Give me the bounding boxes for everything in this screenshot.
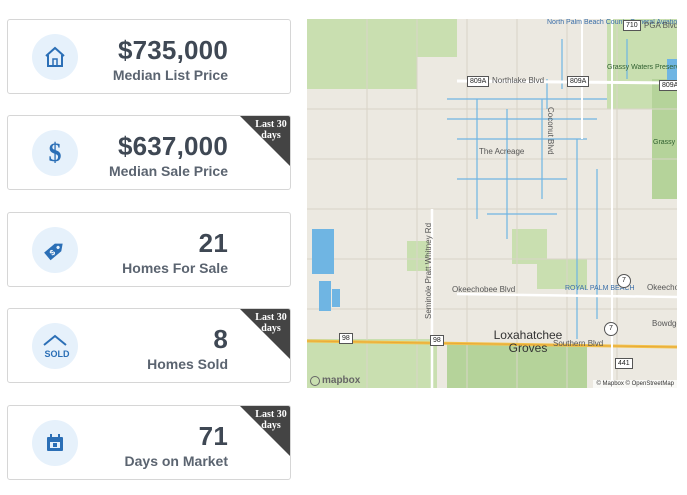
stat-card-homes-sold: SOLD 8 Homes Sold Last 30 days <box>7 308 291 383</box>
mapbox-icon <box>310 375 320 386</box>
route-809a-shield: 809A <box>467 76 490 87</box>
stat-card-median-sale-price: $ $637,000 Median Sale Price Last 30 day… <box>7 115 291 190</box>
map-label-grassy-right: Grassy <box>653 139 676 146</box>
homes-sold-value: 8 <box>213 324 228 354</box>
area-map[interactable]: North Palm Beach County General Aviation… <box>307 19 677 388</box>
map-label-southern: Southern Blvd <box>553 339 604 348</box>
map-label-preserve: Grassy Waters Preserve <box>607 64 677 71</box>
route-98-shield: 98 <box>339 333 353 344</box>
map-attribution[interactable]: © Mapbox © OpenStreetMap <box>593 380 677 388</box>
route-809a-shield: 809A <box>659 80 677 91</box>
stat-card-median-list-price: $735,000 Median List Price <box>7 19 291 94</box>
route-7-shield: 7 <box>604 322 618 336</box>
route-441-shield: 441 <box>615 358 633 369</box>
map-label-royal-palm: ROYAL PALM BEACH <box>565 285 635 292</box>
homes-for-sale-value: 21 <box>198 228 228 258</box>
days-on-market-label: Days on Market <box>124 453 228 469</box>
route-809a-shield: 809A <box>567 76 590 87</box>
stat-card-days-on-market: 71 Days on Market Last 30 days <box>7 405 291 480</box>
map-label-loxahatchee: Loxahatchee Groves <box>493 328 563 355</box>
map-label-northlake: Northlake Blvd <box>492 76 545 85</box>
stat-card-homes-for-sale: $ 21 Homes For Sale <box>7 212 291 287</box>
route-7-shield: 7 <box>617 274 631 288</box>
house-icon <box>32 34 78 80</box>
median-sale-price-label: Median Sale Price <box>108 163 228 179</box>
median-list-price-label: Median List Price <box>112 67 228 83</box>
route-98-shield: 98 <box>430 335 444 346</box>
map-label-okeechobee: Okeechobee Blvd <box>452 285 516 294</box>
map-label-seminole: Seminole Pratt Whitney Rd <box>424 222 433 319</box>
map-label-bowdge: Bowdge <box>652 319 677 328</box>
homes-for-sale-label: Homes For Sale <box>122 260 228 276</box>
svg-text:SOLD: SOLD <box>45 349 71 359</box>
price-tag-icon: $ <box>32 227 78 273</box>
last-30-days-badge: Last 30 days <box>240 309 290 359</box>
route-710-shield: 710 <box>623 20 641 31</box>
sold-house-icon: SOLD <box>32 323 78 369</box>
mapbox-logo[interactable]: mapbox <box>310 375 360 386</box>
map-label-airport: North Palm Beach County General Aviation… <box>547 19 677 26</box>
map-canvas <box>307 19 677 388</box>
median-list-price-value: $735,000 <box>117 35 228 65</box>
homes-sold-label: Homes Sold <box>147 356 228 372</box>
calendar-icon <box>32 420 78 466</box>
median-sale-price-value: $637,000 <box>117 131 228 161</box>
map-label-okeechobee-right: Okeechob <box>647 283 677 292</box>
last-30-days-badge: Last 30 days <box>240 116 290 166</box>
svg-text:$: $ <box>48 248 58 258</box>
map-label-pga: PGA Blvd <box>644 21 677 30</box>
map-label-coconut: Coconut Blvd <box>546 107 555 155</box>
map-label-acreage: The Acreage <box>479 147 525 156</box>
last-30-days-badge: Last 30 days <box>240 406 290 456</box>
days-on-market-value: 71 <box>198 421 228 451</box>
dollar-icon: $ <box>32 130 78 176</box>
